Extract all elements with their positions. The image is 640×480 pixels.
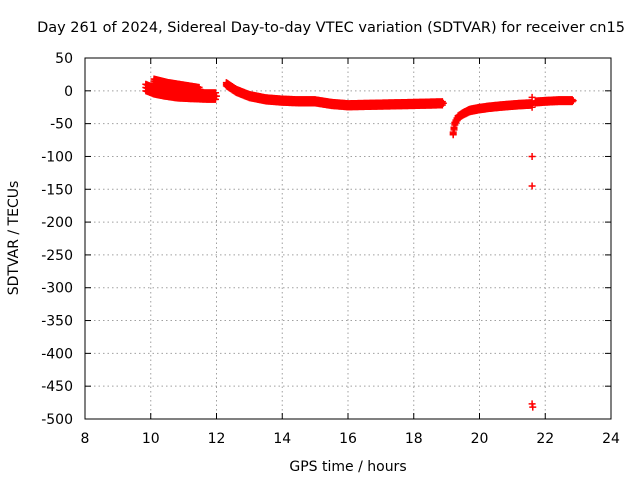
outlier-point	[529, 403, 537, 411]
x-tick-label: 18	[405, 431, 423, 447]
y-tick-label: -400	[41, 346, 73, 362]
outlier-point	[528, 182, 536, 190]
x-tick-label: 8	[81, 431, 90, 447]
y-tick-label: -450	[41, 379, 73, 395]
ticks-layer: 8 10 12 14 16 18 20 22 24 50 0 -50 -100 -150 -200 -250 -…	[41, 51, 620, 447]
x-tick-label: 12	[208, 431, 226, 447]
x-tick-label: 16	[339, 431, 357, 447]
x-tick-label: 22	[536, 431, 554, 447]
y-axis-label: SDTVAR / TECUs	[6, 181, 22, 296]
y-tick-label: -500	[41, 412, 73, 428]
y-tick-label: 50	[55, 51, 73, 67]
y-tick-label: 0	[64, 84, 73, 100]
x-tick-label: 14	[273, 431, 291, 447]
data-point	[212, 89, 220, 97]
data-point	[439, 99, 447, 107]
grid-layer	[85, 58, 611, 419]
x-tick-label: 20	[471, 431, 489, 447]
x-axis-label: GPS time / hours	[289, 459, 406, 475]
y-tick-label: -250	[41, 248, 73, 264]
outlier-point	[528, 93, 536, 101]
chart-title: Day 261 of 2024, Sidereal Day-to-day VTE…	[37, 20, 625, 36]
y-tick-label: -300	[41, 281, 73, 297]
y-tick-label: -200	[41, 215, 73, 231]
data-layer	[142, 75, 577, 411]
y-tick-label: -350	[41, 314, 73, 330]
y-tick-label: -100	[41, 149, 73, 165]
data-point	[213, 92, 220, 100]
outlier-point	[528, 103, 536, 111]
data-point	[569, 97, 577, 105]
data-point	[568, 96, 576, 104]
y-tick-label: -50	[50, 117, 73, 133]
data-point	[196, 86, 204, 94]
x-tick-label: 24	[602, 431, 620, 447]
y-tick-label: -150	[41, 182, 73, 198]
outlier-point	[528, 152, 536, 160]
x-tick-label: 10	[142, 431, 160, 447]
